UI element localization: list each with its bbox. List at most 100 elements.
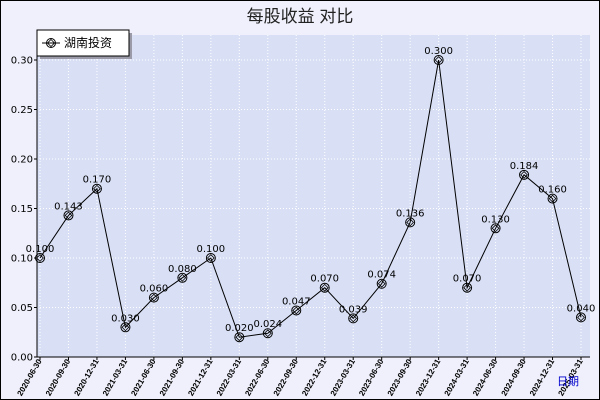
data-point <box>405 217 416 228</box>
data-point-circle <box>262 328 273 339</box>
data-point <box>547 193 558 204</box>
data-point <box>91 183 102 194</box>
data-label: 0.047 <box>282 296 311 307</box>
data-point <box>63 210 74 221</box>
data-point-diamond <box>349 314 358 323</box>
data-label: 0.040 <box>567 303 596 314</box>
data-point-diamond <box>434 56 443 64</box>
data-label: 0.136 <box>396 208 425 219</box>
data-point <box>433 55 444 65</box>
data-point-circle <box>234 332 245 343</box>
data-label: 0.143 <box>54 201 83 212</box>
data-point <box>35 253 45 263</box>
data-label: 0.130 <box>481 214 510 225</box>
data-point-diamond <box>93 184 101 193</box>
data-point-diamond <box>206 254 215 262</box>
data-point <box>490 223 501 234</box>
y-tick-label: 0.05 <box>11 303 33 314</box>
data-point-circle <box>148 292 159 303</box>
legend-label: 湖南投资 <box>64 35 112 50</box>
series-line: 0.1000.1430.1700.0300.0600.0800.1000.020… <box>26 46 596 343</box>
data-label: 0.100 <box>197 244 226 255</box>
data-label: 0.024 <box>253 319 282 330</box>
data-point-diamond <box>520 170 528 179</box>
y-tick-label: 0.15 <box>11 204 33 215</box>
data-label: 0.039 <box>339 304 368 315</box>
data-point-circle <box>433 55 444 65</box>
data-point <box>205 253 216 263</box>
data-label: 0.160 <box>538 185 567 196</box>
data-point <box>262 328 273 339</box>
data-point-diamond <box>292 306 301 315</box>
data-point-diamond <box>36 254 44 262</box>
data-label: 0.080 <box>168 264 197 275</box>
data-label: 0.070 <box>453 274 482 285</box>
data-point-diamond <box>463 283 471 292</box>
legend-marker-icon <box>46 38 56 48</box>
data-point-diamond <box>577 313 585 322</box>
data-point-circle <box>120 322 131 333</box>
data-label: 0.020 <box>225 323 254 334</box>
data-point-diamond <box>406 218 415 227</box>
data-label: 0.170 <box>83 175 112 186</box>
data-point-circle <box>376 278 387 289</box>
series-line-path <box>39 59 582 338</box>
data-point <box>462 282 473 293</box>
legend-diamond-icon <box>46 38 56 48</box>
data-point-circle <box>205 253 216 263</box>
data-point-diamond <box>491 224 500 233</box>
y-tick-label: 0.00 <box>11 353 33 364</box>
data-point <box>177 272 188 283</box>
y-tick-label: 0.10 <box>11 254 33 265</box>
data-point-circle <box>462 282 473 293</box>
data-point-circle <box>291 305 302 316</box>
data-point <box>234 332 245 343</box>
data-label: 0.030 <box>111 313 140 324</box>
data-point <box>148 292 159 303</box>
data-point-circle <box>63 210 74 221</box>
data-point-diamond <box>548 194 557 203</box>
data-point <box>291 305 302 316</box>
y-tick-label: 0.25 <box>11 105 33 116</box>
data-point <box>376 278 387 289</box>
data-point-diamond <box>235 333 244 342</box>
data-point-circle <box>576 312 586 323</box>
data-point-diamond <box>121 323 130 332</box>
data-point-circle <box>91 183 102 194</box>
data-point-diamond <box>377 279 386 288</box>
data-point-diamond <box>178 273 187 282</box>
y-tick-label: 0.20 <box>11 155 33 166</box>
data-point-diamond <box>64 211 73 220</box>
data-point-diamond <box>150 293 158 302</box>
x-axis-title: 日期 <box>557 375 579 388</box>
grid-lines <box>37 35 590 357</box>
data-label: 0.184 <box>510 161 539 172</box>
data-point-circle <box>319 282 330 293</box>
legend: 湖南投资 <box>36 29 132 59</box>
data-point-circle <box>177 272 188 283</box>
data-label: 0.300 <box>424 46 453 57</box>
plot-area <box>37 35 590 357</box>
axes <box>34 35 590 360</box>
data-point-circle <box>490 223 501 234</box>
data-point-circle <box>405 217 416 228</box>
data-point-circle <box>547 193 558 204</box>
data-label: 0.100 <box>26 244 55 255</box>
chart-title: 每股收益 对比 <box>247 7 354 26</box>
data-point-circle <box>519 169 530 180</box>
data-point-circle <box>35 253 45 263</box>
legend-box <box>36 29 130 57</box>
data-label: 0.060 <box>140 284 169 295</box>
data-point <box>348 313 359 324</box>
data-point-circle <box>348 313 359 324</box>
data-label: 0.074 <box>367 270 396 281</box>
data-point <box>576 312 586 323</box>
y-tick-label: 0.30 <box>11 56 33 67</box>
data-point <box>519 169 530 180</box>
data-point-diamond <box>263 329 272 338</box>
data-point-diamond <box>320 283 329 292</box>
data-point <box>319 282 330 293</box>
y-axis: 0.00 0.05 0.10 0.15 0.20 0.25 0.30 <box>11 56 33 364</box>
data-label: 0.070 <box>310 274 339 285</box>
